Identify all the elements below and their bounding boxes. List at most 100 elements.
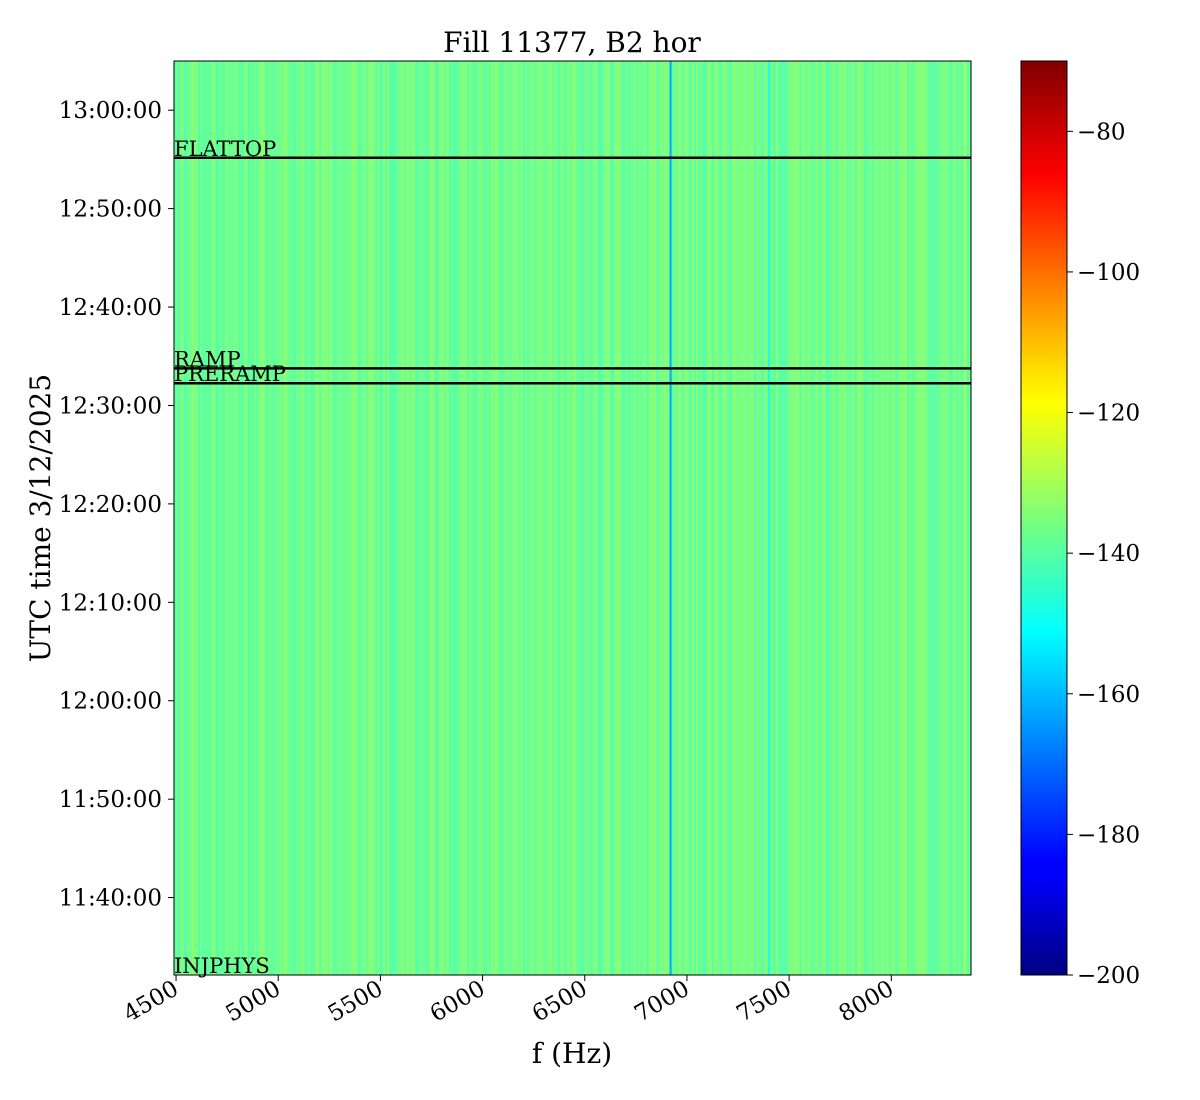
heatmap-line <box>768 61 771 975</box>
heatmap-column <box>855 61 859 975</box>
heatmap-column <box>947 61 950 975</box>
heatmap-column <box>431 61 434 975</box>
heatmap-column <box>676 61 679 975</box>
heatmap-column <box>385 61 388 975</box>
colorbar-tick-label: −180 <box>1077 822 1140 848</box>
heatmap-column <box>548 61 552 975</box>
heatmap-column <box>873 61 876 975</box>
heatmap-column <box>283 61 287 975</box>
heatmap-column <box>267 61 271 975</box>
heatmap-column <box>187 61 191 975</box>
heatmap-column <box>235 61 239 975</box>
heatmap-column <box>658 61 661 975</box>
heatmap-column <box>769 61 773 975</box>
heatmap-column <box>580 61 584 975</box>
heatmap-column <box>865 61 868 975</box>
heatmap-column <box>201 61 205 975</box>
heatmap-column <box>363 61 366 975</box>
heatmap-column <box>590 61 594 975</box>
heatmap-column <box>849 61 853 975</box>
colorbar-tick-label: −160 <box>1077 682 1140 708</box>
heatmap-column <box>811 61 815 975</box>
heatmap-column <box>668 61 671 975</box>
heatmap-column <box>893 61 896 975</box>
heatmap-column <box>389 61 392 975</box>
heatmap-column <box>765 61 769 975</box>
heatmap-column <box>885 61 888 975</box>
heatmap-column <box>771 61 775 975</box>
heatmap-column <box>349 61 352 975</box>
heatmap-column <box>833 61 837 975</box>
heatmap-column <box>616 61 619 975</box>
heatmap-column <box>735 61 739 975</box>
heatmap-column <box>600 61 603 975</box>
heatmap-column <box>889 61 892 975</box>
heatmap-column <box>634 61 637 975</box>
heatmap-column <box>331 61 334 975</box>
heatmap-column <box>815 61 819 975</box>
heatmap-column <box>245 61 249 975</box>
heatmap-column <box>795 61 799 975</box>
y-tick-label: 13:00:00 <box>59 98 162 124</box>
heatmap-column <box>951 61 954 975</box>
heatmap-column <box>588 61 592 975</box>
heatmap-column <box>239 61 243 975</box>
y-tick-label: 12:40:00 <box>59 295 162 321</box>
heatmap-column <box>913 61 916 975</box>
heatmap-column <box>504 61 508 975</box>
heatmap-column <box>781 61 785 975</box>
y-axis-label: UTC time 3/12/2025 <box>24 374 57 662</box>
heatmap-column <box>869 61 872 975</box>
heatmap-line <box>669 61 672 975</box>
heatmap-column <box>861 61 864 975</box>
heatmap-column <box>803 61 807 975</box>
heatmap-column <box>929 61 932 975</box>
heatmap-column <box>552 61 556 975</box>
heatmap-column <box>421 61 424 975</box>
heatmap-column <box>454 61 458 975</box>
heatmap-column <box>618 61 621 975</box>
heatmap-column <box>476 61 480 975</box>
heatmap-column <box>323 61 327 975</box>
x-tick-label: 6500 <box>528 976 592 1028</box>
heatmap-column <box>650 61 653 975</box>
heatmap-column <box>305 61 309 975</box>
y-tick-label: 11:40:00 <box>59 886 162 912</box>
heatmap-column <box>307 61 311 975</box>
heatmap-column <box>853 61 857 975</box>
heatmap-column <box>696 61 699 975</box>
heatmap-column <box>789 61 793 975</box>
heatmap-column <box>933 61 936 975</box>
heatmap-column <box>672 61 675 975</box>
heatmap-column <box>801 61 805 975</box>
heatmap-column <box>437 61 440 975</box>
heatmap-column <box>417 61 420 975</box>
y-tick-label: 11:50:00 <box>59 787 162 813</box>
heatmap-column <box>311 61 315 975</box>
heatmap-column <box>387 61 390 975</box>
heatmap-column <box>460 61 464 975</box>
heatmap-column <box>347 61 350 975</box>
heatmap-column <box>251 61 255 975</box>
heatmap-column <box>741 61 745 975</box>
heatmap-column <box>688 61 691 975</box>
heatmap-column <box>211 61 215 975</box>
heatmap-column <box>197 61 201 975</box>
heatmap-column <box>562 61 566 975</box>
heatmap-column <box>508 61 512 975</box>
colorbar-ticks: −200 −180 −160 −140 −120 −100 −80 <box>1067 119 1140 989</box>
heatmap-column <box>931 61 934 975</box>
heatmap-column <box>731 61 735 975</box>
heatmap-column <box>452 61 456 975</box>
heatmap-column <box>584 61 588 975</box>
heatmap-column <box>829 61 833 975</box>
heatmap-column <box>941 61 944 975</box>
heatmap-column <box>739 61 743 975</box>
heatmap-column <box>841 61 845 975</box>
heatmap-column <box>411 61 414 975</box>
heatmap-column <box>377 61 380 975</box>
heatmap-column <box>289 61 293 975</box>
heatmap-column <box>351 61 354 975</box>
heatmap-column <box>723 61 727 975</box>
heatmap-column <box>433 61 436 975</box>
